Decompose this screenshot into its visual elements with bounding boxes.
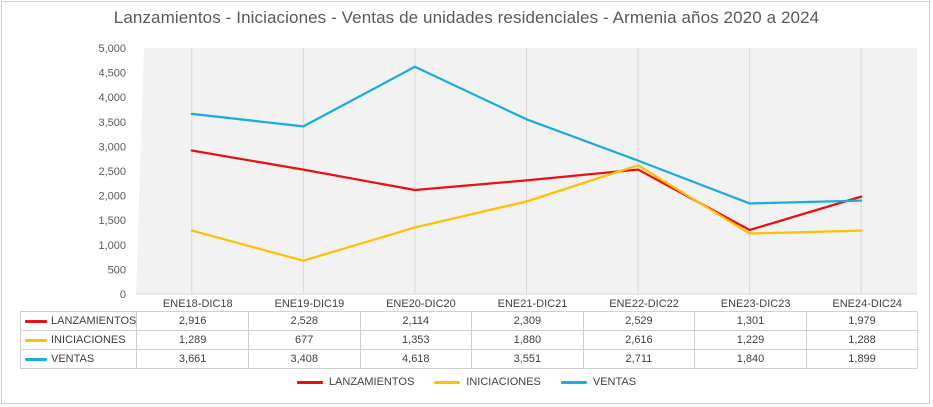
- x-tick-label: ENE20-DIC20: [386, 298, 456, 310]
- series-name: INICIACIONES: [51, 334, 126, 346]
- series-line-lanzamientos: [190, 149, 863, 232]
- series-line-iniciaciones: [190, 164, 863, 262]
- legend-label: LANZAMIENTOS: [328, 376, 415, 388]
- data-label: 2,916: [136, 311, 249, 331]
- data-label: 2,528: [247, 311, 361, 331]
- y-tick-label: 500: [108, 264, 126, 276]
- data-label: 3,661: [136, 349, 249, 369]
- table-row: LANZAMIENTOS 2,916 2,528 2,114 2,309 2,529 1,3…: [19, 311, 919, 331]
- data-label: 4,618: [359, 349, 473, 369]
- y-axis: 0 500 1,000 1,500 2,000 2,500 3,000 3,500 4,000 4…: [98, 43, 126, 301]
- data-label: 1,979: [805, 311, 919, 331]
- legend-item: LANZAMIENTOS: [296, 376, 415, 388]
- gridlines: [136, 48, 917, 295]
- y-tick-label: 3,500: [98, 117, 126, 129]
- legend-swatch: [434, 380, 461, 384]
- x-tick-label: ENE23-DIC23: [721, 298, 791, 310]
- x-tick-label: ENE22-DIC22: [609, 298, 679, 310]
- data-label: 2,711: [582, 349, 696, 369]
- y-tick-label: 0: [120, 289, 126, 301]
- legend-swatch: [560, 380, 587, 384]
- data-label: 1,353: [359, 330, 473, 350]
- series-key: [25, 319, 47, 323]
- y-tick-label: 2,500: [98, 166, 126, 178]
- series-name: LANZAMIENTOS: [51, 315, 137, 327]
- data-label: 3,408: [247, 349, 361, 369]
- data-label: 1,840: [694, 349, 807, 369]
- series-name: VENTAS: [51, 353, 95, 365]
- legend: LANZAMIENTOS INICIACIONES VENTAS: [0, 376, 933, 388]
- table-row: VENTAS 3,661 3,408 4,618 3,551 2,711 1,840 1,89…: [19, 349, 919, 369]
- x-axis: ENE18-DIC18 ENE19-DIC19 ENE20-DIC20 ENE21-D…: [163, 298, 902, 310]
- legend-item: VENTAS: [560, 376, 637, 388]
- series-key: [25, 338, 47, 342]
- data-label: 1,288: [805, 330, 919, 350]
- series-key: [25, 357, 47, 361]
- data-label: 2,114: [359, 311, 473, 331]
- y-tick-label: 5,000: [98, 43, 126, 55]
- table-row: INICIACIONES 1,289 677 1,353 1,880 2,616 1,229…: [19, 330, 919, 350]
- data-label: 2,616: [582, 330, 696, 350]
- table-row-header: LANZAMIENTOS: [19, 311, 138, 331]
- y-tick-label: 4,500: [98, 68, 126, 80]
- data-label: 2,529: [582, 311, 696, 331]
- data-label: 1,301: [694, 311, 807, 331]
- x-tick-label: ENE24-DIC24: [832, 298, 902, 310]
- table-row-header: VENTAS: [19, 349, 138, 369]
- series-lines: [190, 65, 863, 262]
- x-tick-label: ENE21-DIC21: [498, 298, 568, 310]
- x-tick-label: ENE18-DIC18: [163, 298, 233, 310]
- y-tick-label: 4,000: [98, 92, 126, 104]
- x-tick-label: ENE19-DIC19: [275, 298, 345, 310]
- data-table: LANZAMIENTOS 2,916 2,528 2,114 2,309 2,529 1,3…: [19, 311, 919, 369]
- data-label: 1,289: [136, 330, 249, 350]
- data-label: 1,229: [694, 330, 807, 350]
- data-label: 677: [247, 330, 361, 350]
- legend-label: INICIACIONES: [466, 376, 541, 388]
- data-label: 1,899: [805, 349, 919, 369]
- y-tick-label: 1,000: [98, 240, 126, 252]
- y-tick-label: 3,000: [98, 141, 126, 153]
- table-row-header: INICIACIONES: [19, 330, 138, 350]
- data-label: 1,880: [471, 330, 584, 350]
- chart-title: Lanzamientos - Iniciaciones - Ventas de …: [113, 8, 820, 27]
- y-tick-label: 1,500: [98, 215, 126, 227]
- data-label: 2,309: [471, 311, 584, 331]
- series-line-ventas: [190, 65, 863, 205]
- data-label: 3,551: [471, 349, 584, 369]
- legend-item: INICIACIONES: [434, 376, 541, 388]
- legend-label: VENTAS: [592, 376, 637, 388]
- legend-swatch: [296, 380, 323, 384]
- y-tick-label: 2,000: [98, 191, 126, 203]
